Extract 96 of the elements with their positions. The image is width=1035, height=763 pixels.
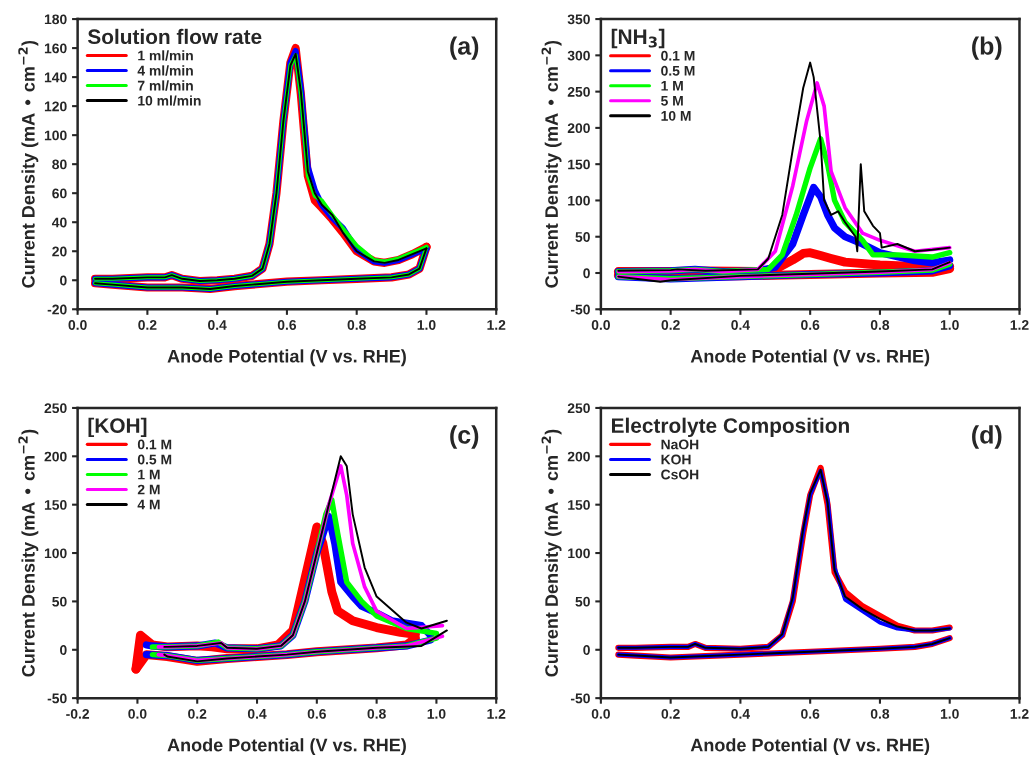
x-tick-label: 0.0	[68, 320, 87, 330]
x-tick-label: 1.2	[1010, 708, 1029, 719]
x-tick-label: 0.6	[307, 708, 326, 719]
x-tick-label: 0.8	[367, 708, 386, 719]
legend-title: Electrolyte Composition	[611, 417, 849, 438]
legend-label: 0.1 M	[137, 439, 172, 450]
y-tick-label: 40	[51, 217, 67, 228]
legend-label: 10 M	[661, 110, 691, 121]
annotation: (a)	[450, 36, 479, 60]
legend-label: 1 ml/min	[138, 50, 193, 61]
x-tick-label: 0.2	[661, 708, 680, 719]
y-tick-label: 100	[568, 195, 590, 206]
x-tick-label: 0.4	[208, 320, 227, 330]
legend-title: Solution flow rate	[87, 28, 262, 45]
legend-label: 2 M	[137, 484, 160, 495]
y-tick-label: -50	[47, 693, 67, 704]
y-tick-label: 50	[575, 596, 590, 607]
x-tick-label: 0.0	[591, 320, 610, 330]
x-tick-label: 0.2	[188, 708, 207, 719]
legend-label: 10 ml/min	[138, 95, 201, 106]
x-tick-label: 0.6	[801, 320, 820, 330]
x-axis-title: Anode Potential (V vs. RHE)	[167, 738, 406, 756]
legend-title: [NH$_{3}$]	[611, 28, 665, 49]
legend-label: 0.5 M	[661, 65, 695, 76]
x-tick-label: 1.2	[1010, 320, 1029, 330]
y-tick-label: 60	[52, 188, 67, 199]
x-tick-label: 1.2	[487, 708, 506, 719]
y-tick-label: 0	[583, 268, 590, 279]
y-tick-label: 150	[568, 159, 590, 170]
legend-title: [KOH]	[88, 417, 147, 438]
y-tick-label: -50	[570, 693, 590, 704]
y-tick-label: 250	[567, 86, 590, 97]
y-axis-title: Current Density (mA • cm$^{−2}$)	[18, 40, 39, 288]
legend-label: 1 M	[661, 81, 683, 91]
x-tick-label: 1.2	[487, 320, 506, 330]
annotation: (d)	[972, 425, 1002, 449]
x-tick-label: 0.8	[870, 320, 890, 330]
legend-label: 4 ml/min	[137, 65, 193, 76]
y-tick-label: 160	[44, 43, 67, 54]
legend-label: 7 ml/min	[137, 80, 193, 91]
y-tick-label: 100	[44, 548, 67, 559]
y-tick-label: 250	[44, 403, 67, 414]
x-tick-label: 1.0	[940, 708, 959, 719]
legend-label: 0.5 M	[137, 454, 172, 465]
x-tick-label: -0.2	[66, 708, 90, 719]
y-tick-label: -50	[570, 304, 590, 315]
y-tick-label: -20	[47, 304, 67, 315]
x-tick-label: 0.4	[247, 708, 267, 719]
y-tick-label: 200	[44, 451, 67, 462]
y-tick-label: 0	[60, 645, 67, 655]
legend-label: NaOH	[661, 439, 699, 450]
y-tick-label: 200	[567, 123, 590, 134]
x-axis-title: Anode Potential (V vs. RHE)	[690, 349, 930, 367]
x-axis-title: Anode Potential (V vs. RHE)	[690, 738, 930, 756]
y-tick-label: 100	[44, 130, 67, 141]
x-tick-label: 0.0	[128, 708, 147, 719]
y-tick-label: 150	[568, 500, 590, 510]
x-axis-title: Anode Potential (V vs. RHE)	[167, 349, 406, 367]
y-axis-title: Current Density (mA • cm$^{−2}$)	[18, 429, 39, 677]
x-tick-label: 0.4	[731, 320, 750, 330]
annotation: (b)	[972, 36, 1002, 60]
y-tick-label: 0	[583, 645, 590, 655]
x-tick-label: 0.8	[347, 320, 366, 330]
y-tick-label: 180	[44, 14, 67, 25]
x-tick-label: 1.0	[940, 320, 959, 330]
legend-label: 0.1 M	[661, 50, 695, 61]
legend-label: 1 M	[138, 469, 160, 480]
y-tick-label: 0	[60, 275, 67, 286]
y-tick-label: 140	[44, 72, 67, 83]
x-tick-label: 0.2	[138, 320, 157, 330]
x-tick-label: 0.6	[801, 708, 820, 719]
y-axis-title: Current Density (mA • cm$^{−2}$)	[541, 40, 562, 288]
x-tick-label: 0.6	[277, 320, 297, 330]
y-tick-label: 350	[567, 14, 590, 25]
x-tick-label: 1.0	[427, 708, 446, 719]
x-tick-label: 0.0	[591, 708, 610, 719]
y-tick-label: 20	[52, 246, 67, 257]
y-tick-label: 250	[567, 403, 590, 414]
y-tick-label: 300	[567, 50, 590, 61]
y-tick-label: 50	[52, 596, 67, 607]
y-tick-label: 120	[44, 101, 67, 112]
x-tick-label: 0.8	[870, 708, 890, 719]
y-tick-label: 80	[52, 159, 67, 170]
y-tick-label: 150	[44, 500, 67, 510]
y-axis-title: Current Density (mA • cm$^{−2}$)	[541, 429, 562, 677]
x-tick-label: 0.2	[661, 320, 680, 330]
y-tick-label: 50	[575, 232, 590, 242]
y-tick-label: 100	[568, 548, 590, 559]
x-tick-label: 1.0	[417, 320, 436, 330]
y-tick-label: 200	[567, 451, 590, 462]
legend-label: 5 M	[661, 96, 683, 106]
legend-label: CsOH	[661, 469, 699, 480]
annotation: (c)	[450, 425, 479, 449]
legend-label: KOH	[661, 454, 691, 465]
x-tick-label: 0.4	[731, 708, 750, 719]
legend-label: 4 M	[137, 499, 160, 510]
